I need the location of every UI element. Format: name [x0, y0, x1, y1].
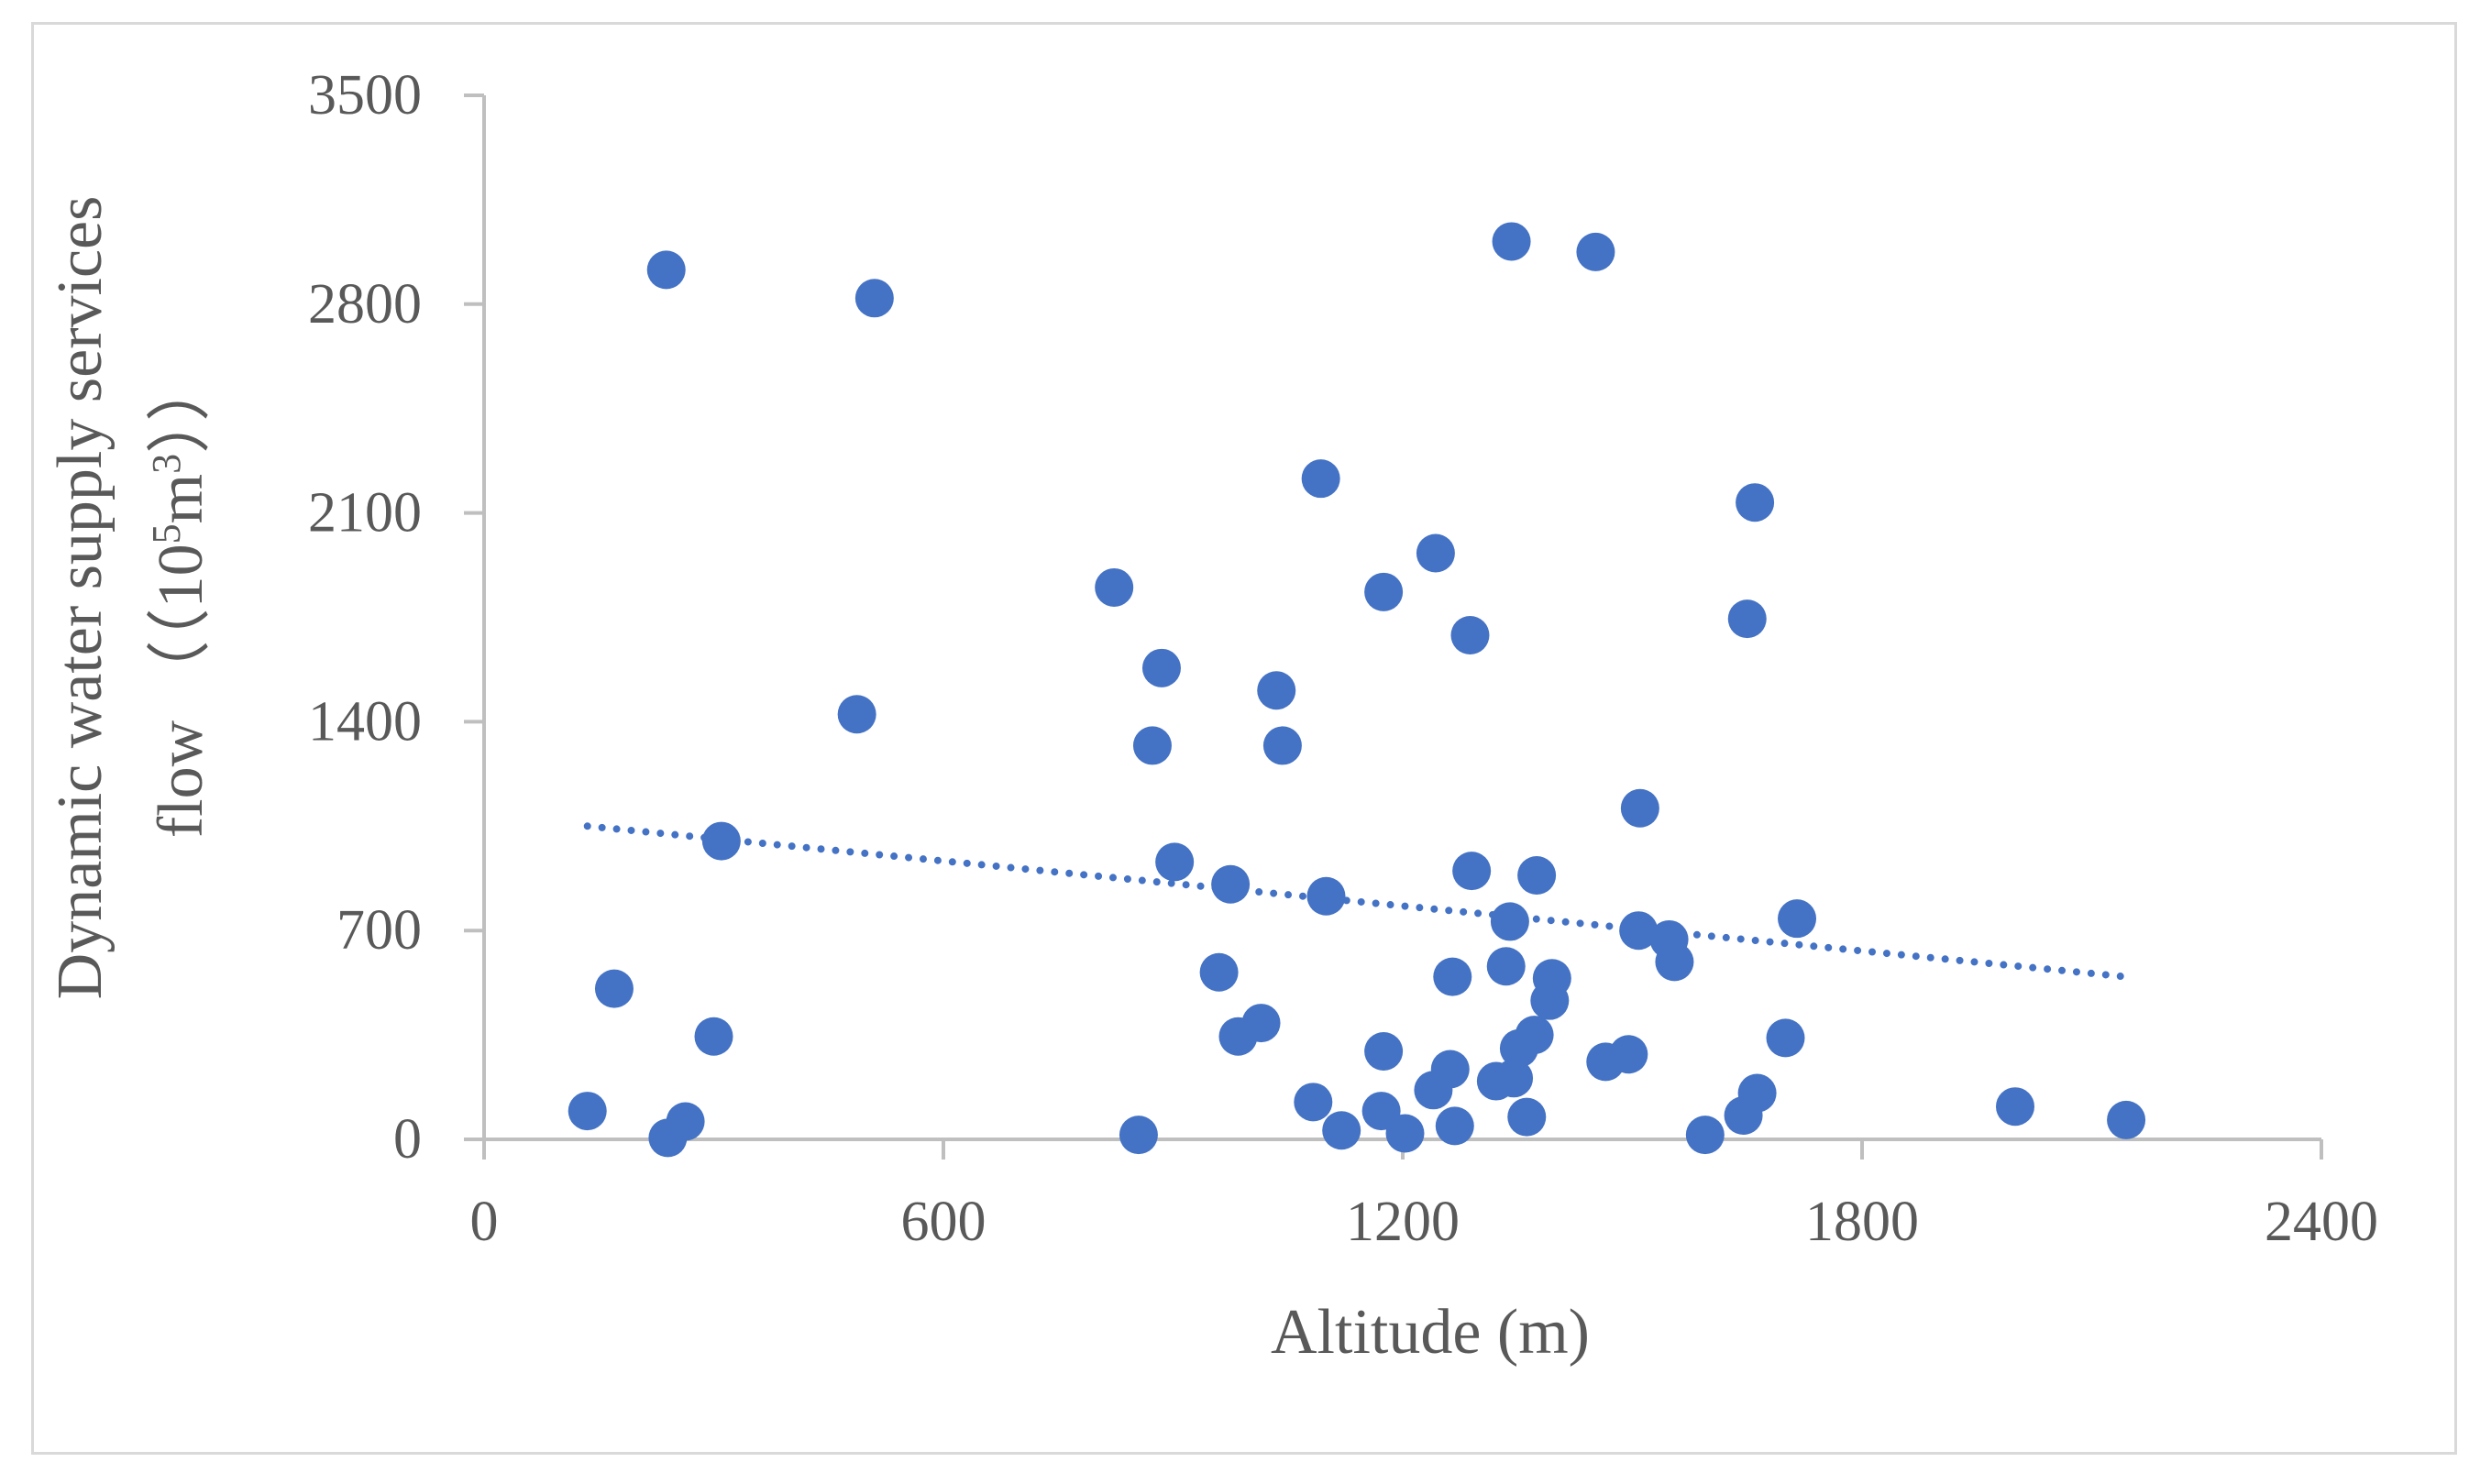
y-tick-label: 2800: [308, 273, 422, 335]
chart-frame: [31, 22, 2457, 1455]
scatter-point: [1301, 459, 1340, 499]
scatter-point: [2107, 1100, 2146, 1139]
scatter-point: [1766, 1018, 1805, 1058]
scatter-point: [1517, 855, 1557, 895]
scatter-point: [1155, 842, 1195, 882]
scatter-point: [1685, 1116, 1725, 1155]
scatter-point: [1655, 942, 1694, 982]
scatter-point: [1364, 1031, 1404, 1071]
scatter-point: [594, 969, 634, 1008]
scatter-point: [666, 1102, 705, 1141]
scatter-point: [1257, 671, 1296, 710]
scatter-point: [1996, 1087, 2034, 1127]
y-tick-label: 700: [336, 899, 422, 962]
scatter-point: [1450, 616, 1490, 655]
scatter-point: [646, 250, 686, 290]
x-tick-label: 0: [470, 1191, 499, 1253]
scatter-point: [1294, 1083, 1333, 1122]
scatter-point: [1507, 1097, 1547, 1137]
axes: [464, 93, 2323, 1160]
scatter-point: [1141, 648, 1181, 687]
trendline: [583, 822, 2131, 981]
y-axis-title-sup2: 3: [144, 454, 189, 474]
x-tick-label: 1800: [1805, 1191, 1919, 1253]
scatter-point: [1486, 947, 1526, 986]
scatter-point: [568, 1092, 607, 1131]
scatter-point: [1737, 1073, 1777, 1113]
x-tick-label: 600: [901, 1191, 986, 1253]
scatter-point: [1322, 1111, 1361, 1150]
scatter-point: [854, 279, 894, 318]
scatter-point: [1416, 533, 1455, 573]
scatter-point: [1433, 957, 1472, 996]
scatter-point: [1778, 899, 1817, 939]
scatter-point: [1515, 1016, 1554, 1055]
scatter-point: [701, 821, 741, 861]
scatter-point: [1211, 864, 1251, 904]
scatter-point: [1492, 222, 1531, 261]
scatter-point: [1619, 911, 1659, 951]
y-axis-title-line2-suffix: ））: [146, 357, 216, 454]
scatter-point: [1095, 567, 1134, 607]
scatter-point: [1364, 572, 1404, 611]
y-tick-label: 0: [393, 1108, 422, 1171]
y-axis-title-line2-prefix: flow （（10: [146, 544, 216, 838]
x-axis-title: Altitude (m): [1271, 1297, 1590, 1368]
scatter-point: [1620, 788, 1659, 828]
scatter-point: [1306, 876, 1346, 916]
tick-labels: 0 700 1400 2100 2800 3500 0 600 1200 1800 2400: [308, 64, 2378, 1253]
y-axis-title-line2: flow （（105m3））: [144, 357, 217, 838]
y-axis-title-line1: Dynamic water supply services: [45, 196, 116, 1000]
scatter-point: [1132, 726, 1172, 765]
scatter-point: [1727, 599, 1767, 639]
scatter-point: [1385, 1114, 1425, 1153]
scatter-point: [837, 695, 876, 734]
scatter-point: [1609, 1035, 1648, 1074]
scatter-point: [1576, 232, 1615, 271]
scatter-point: [1262, 726, 1302, 765]
scatter-point: [1494, 1059, 1534, 1098]
y-tick-label: 1400: [308, 690, 422, 753]
x-tick-label: 1200: [1346, 1191, 1460, 1253]
scatter-point: [1490, 902, 1529, 941]
data-points: [568, 222, 2146, 1158]
scatter-point: [1435, 1106, 1474, 1146]
scatter-point: [1430, 1050, 1470, 1089]
y-axis-title-sup1: 5: [144, 523, 189, 544]
trendline-layer: [583, 822, 2131, 981]
y-axis-title-line2-mid: m: [146, 474, 216, 523]
scatter-point: [1532, 959, 1571, 998]
scatter-point: [1241, 1004, 1281, 1043]
y-tick-label: 2100: [308, 482, 422, 544]
y-tick-label: 3500: [308, 64, 422, 126]
scatter-point: [694, 1017, 733, 1056]
scatter-point: [1199, 952, 1239, 992]
scatter-point: [1119, 1116, 1158, 1155]
scatter-point: [1736, 483, 1775, 522]
scatter-point: [1452, 852, 1492, 891]
x-tick-label: 2400: [2265, 1191, 2378, 1253]
